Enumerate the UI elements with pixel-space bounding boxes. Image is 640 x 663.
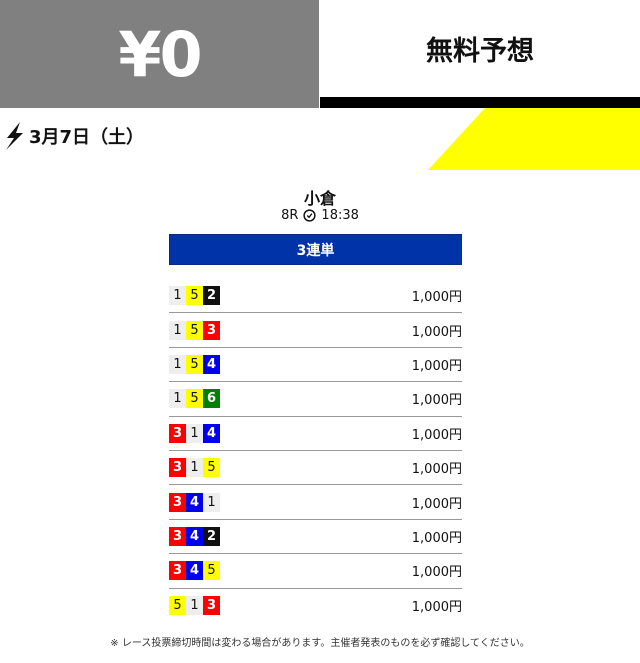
bet-amount: 1,000円 <box>411 393 462 409</box>
boat-number-badge: 3 <box>203 320 220 340</box>
pick-row: 3 4 1 1,000円 <box>169 485 462 520</box>
pick-row: 3 4 2 1,000円 <box>169 520 462 555</box>
bet-amount: 1,000円 <box>411 565 462 581</box>
bet-amount: 1,000円 <box>411 427 462 443</box>
lightning-icon <box>6 122 23 150</box>
pick-row: 1 5 3 1,000円 <box>169 313 462 348</box>
pick-row: 3 1 4 1,000円 <box>169 417 462 451</box>
boat-number-badge: 4 <box>203 354 220 374</box>
boat-number-badge: 2 <box>203 286 220 306</box>
pick-row: 1 5 2 1,000円 <box>169 279 462 314</box>
boat-number-badge: 4 <box>186 492 203 512</box>
boat-number-badge: 5 <box>203 458 220 478</box>
boat-number-badge: 1 <box>186 596 203 616</box>
boat-number-badge: 5 <box>186 286 203 306</box>
race-number: 8R <box>281 208 299 223</box>
bet-amount: 1,000円 <box>411 496 462 512</box>
pick-row: 1 5 4 1,000円 <box>169 348 462 383</box>
boat-number-badge: 3 <box>169 492 186 512</box>
boat-number-badge: 1 <box>169 320 186 340</box>
boat-number-badge: 3 <box>203 596 220 616</box>
boat-number-badge: 6 <box>203 389 220 409</box>
boat-number-badge: 1 <box>169 286 186 306</box>
boat-number-badge: 5 <box>186 320 203 340</box>
boat-number-badge: 1 <box>203 492 220 512</box>
boat-number-badge: 3 <box>169 526 186 546</box>
boat-number-badge: 1 <box>169 354 186 374</box>
decorative-yellow-shape <box>428 108 640 170</box>
pick-row: 3 1 5 1,000円 <box>169 451 462 486</box>
boat-number-badge: 4 <box>186 561 203 581</box>
bet-amount: 1,000円 <box>411 290 462 306</box>
date-text: 3月7日（土） <box>29 127 145 148</box>
boat-number-badge: 1 <box>186 423 203 443</box>
picks-list: 1 5 2 1,000円 1 5 3 1,000円 1 5 4 1,000円 1 5 6 1,000円 3 1 4 1… <box>169 279 462 623</box>
venue-name: 小倉 <box>303 189 336 208</box>
boat-number-badge: 5 <box>203 561 220 581</box>
boat-number-badge: 3 <box>169 423 186 443</box>
boat-number-badge: 1 <box>186 458 203 478</box>
boat-number-badge: 5 <box>186 389 203 409</box>
bet-amount: 1,000円 <box>411 462 462 478</box>
boat-number-badge: 5 <box>186 354 203 374</box>
pick-row: 1 5 6 1,000円 <box>169 382 462 417</box>
boat-number-badge: 2 <box>203 526 220 546</box>
boat-number-badge: 1 <box>169 389 186 409</box>
clock-icon <box>303 209 317 222</box>
disclaimer-note: ※ レース投票締切時間は変わる場合があります。主催者発表のものを必ず確認してくだ… <box>110 638 530 649</box>
bet-amount: 1,000円 <box>411 324 462 340</box>
boat-number-badge: 4 <box>186 526 203 546</box>
boat-number-badge: 4 <box>203 423 220 443</box>
date-heading: 3月7日（土） <box>4 122 144 150</box>
pick-row: 5 1 3 1,000円 <box>169 589 462 623</box>
bet-amount: 1,000円 <box>411 530 462 546</box>
bet-amount: 1,000円 <box>411 600 462 616</box>
boat-number-badge: 3 <box>169 561 186 581</box>
boat-number-badge: 5 <box>169 596 186 616</box>
price-banner: ¥0 <box>0 0 319 108</box>
bet-amount: 1,000円 <box>411 358 462 374</box>
header-divider <box>320 97 640 108</box>
boat-number-badge: 3 <box>169 458 186 478</box>
race-time: 18:38 <box>321 208 359 223</box>
bet-type-header: 3連単 <box>169 234 462 265</box>
race-info: 8R 18:38 <box>0 208 640 223</box>
pick-row: 3 4 5 1,000円 <box>169 554 462 589</box>
page-title: 無料予想 <box>426 36 534 67</box>
